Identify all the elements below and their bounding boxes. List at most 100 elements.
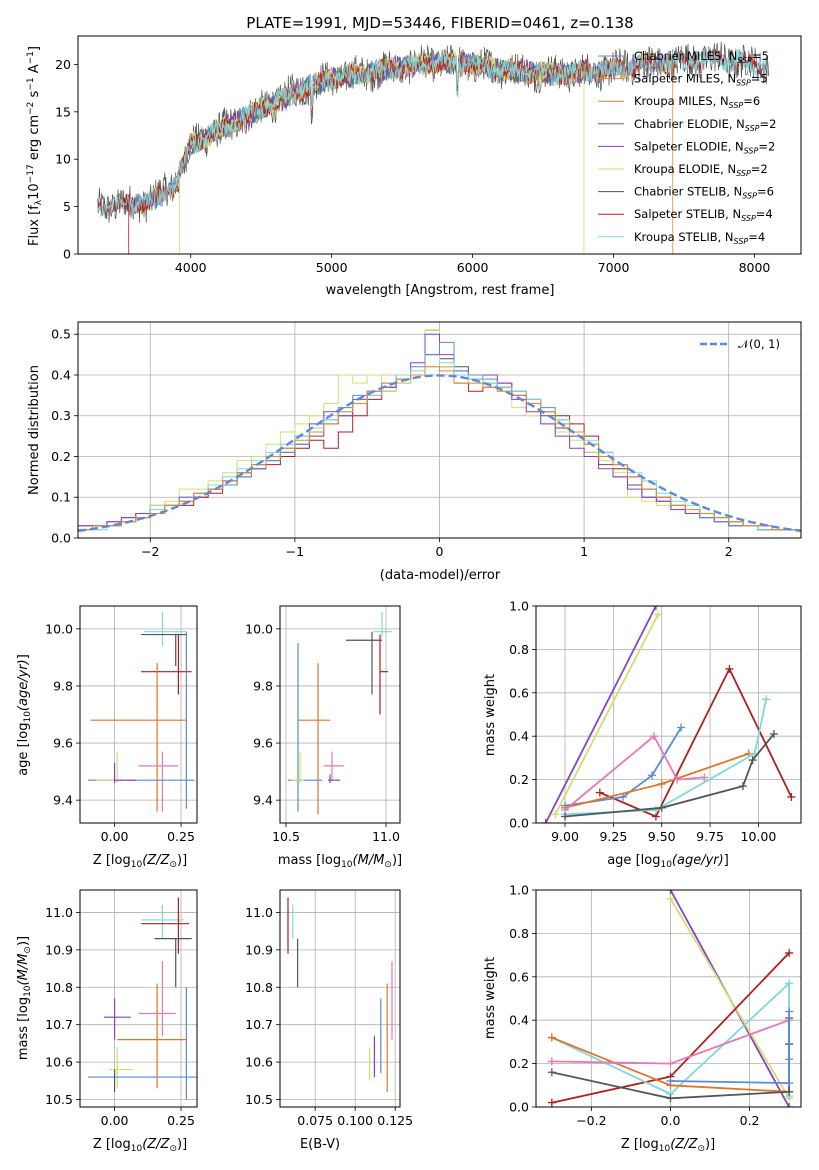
residuals-ylabel: Normed distribution	[27, 365, 42, 495]
y-tick-label: 5	[63, 199, 71, 214]
data-point-marker	[547, 1068, 556, 1077]
data-point-marker	[648, 771, 657, 780]
y-tick-label: 10.6	[45, 1055, 73, 1070]
massweight-series	[599, 666, 793, 818]
legend-val: =5	[752, 49, 769, 63]
axes-frame	[77, 321, 802, 539]
legend-text: Salpeter MILES, N	[634, 72, 736, 86]
legend-val: =6	[757, 185, 774, 199]
data-point-marker	[738, 782, 747, 791]
legend-val: =6	[743, 94, 760, 108]
x-tick-label: 0.100	[337, 1113, 373, 1128]
legend-text: Chabrier STELIB, N	[634, 185, 742, 199]
legend-sub: SSP	[736, 79, 751, 88]
residuals-xlabel: (data-model)/error	[380, 568, 501, 583]
legend-sub: SSP	[737, 56, 752, 65]
massweight-series	[670, 1011, 790, 1085]
data-point-marker	[651, 805, 660, 814]
legend-entry: Salpeter MILES, NSSP=5	[634, 72, 768, 88]
y-tick-label: 10	[55, 152, 71, 167]
data-point-marker	[561, 812, 570, 821]
x-tick-label: 0.25	[167, 829, 195, 844]
massweight-series	[564, 734, 705, 811]
y-tick-label: 10.9	[245, 942, 273, 957]
y-tick-label: 0.0	[509, 816, 529, 831]
legend-text: Salpeter STELIB, N	[634, 207, 741, 221]
x-tick-label: 0.125	[377, 1113, 413, 1128]
legend-text: Kroupa STELIB, N	[634, 230, 734, 244]
y-tick-label: 0.2	[509, 772, 529, 787]
y-tick-label: 0.6	[509, 969, 529, 984]
y-tick-label: 0.1	[51, 490, 71, 505]
x-tick-label: 0.25	[167, 1113, 195, 1128]
y-tick-label: 10.9	[45, 942, 73, 957]
plot-area	[97, 41, 769, 254]
data-point-marker	[785, 979, 794, 988]
data-point-marker	[547, 1057, 556, 1066]
legend-text: Chabrier MILES, N	[634, 49, 737, 63]
mass-vs-metallicity-panel: Z [log10(Z/Z⊙)] mass [log10(M/M⊙)] 0.00 0…	[16, 889, 198, 1154]
y-tick-label: 10.0	[245, 621, 273, 636]
legend-val: =2	[758, 139, 775, 153]
legend-entry: Salpeter ELODIE, NSSP=2	[634, 139, 775, 155]
data-point-marker	[785, 1007, 794, 1016]
data-point-marker	[785, 948, 794, 957]
legend-sub: SSP	[744, 146, 759, 155]
legend-entry: Chabrier ELODIE, NSSP=2	[634, 117, 776, 133]
legend-text: Chabrier ELODIE, N	[634, 117, 745, 131]
x-tick-label: 9.25	[599, 829, 627, 844]
x-tick-label: 0.075	[297, 1113, 333, 1128]
y-tick-label: 0.3	[51, 408, 71, 423]
massz-ylabel: mass [log10(M/M⊙)]	[16, 936, 33, 1060]
y-tick-label: 10.6	[245, 1055, 273, 1070]
y-tick-label: 15	[55, 104, 71, 119]
y-tick-label: 0.8	[509, 926, 529, 941]
x-tick-label: 9.50	[648, 829, 676, 844]
legend-text: Kroupa ELODIE, N	[634, 162, 736, 176]
y-tick-label: 10.7	[45, 1017, 73, 1032]
y-tick-label: 10.5	[45, 1092, 73, 1107]
x-tick-label: 9.00	[551, 829, 579, 844]
y-tick-label: 10.0	[45, 621, 73, 636]
legend-val: =2	[751, 162, 768, 176]
axes-frame	[79, 605, 198, 824]
data-point-marker	[653, 610, 662, 619]
data-point-marker	[677, 723, 686, 732]
legend-sub: SSP	[734, 237, 749, 246]
data-point-marker	[649, 732, 658, 741]
x-tick-label: −1	[286, 544, 304, 559]
x-tick-label: 10.5	[272, 829, 300, 844]
data-point-marker	[666, 890, 675, 894]
x-tick-label: 0.0	[661, 1113, 681, 1128]
plot-area	[78, 329, 801, 533]
data-point-marker	[541, 819, 550, 823]
spectrum-xlabel: wavelength [Angstrom, rest frame]	[326, 283, 555, 298]
massz-xlabel: Z [log10(Z/Z⊙)]	[93, 1137, 187, 1154]
massweight-series	[564, 752, 750, 809]
legend-entry: Kroupa STELIB, NSSP=4	[634, 230, 765, 246]
y-tick-label: 1.0	[509, 883, 529, 898]
legend-entry: Kroupa MILES, NSSP=6	[634, 94, 760, 110]
normal-curve	[78, 374, 801, 533]
y-tick-label: 9.4	[53, 793, 73, 808]
agez-ylabel: age [log10(age/yr)]	[16, 654, 33, 776]
mwage-ylabel: mass weight	[483, 674, 498, 756]
data-point-marker	[547, 1033, 556, 1042]
x-tick-label: −2	[141, 544, 159, 559]
mass-vs-ebv-panel: E(B-V) 0.075 0.100 0.125 10.5 10.6 10.7 10.8 10…	[245, 889, 413, 1152]
massweight-series	[669, 898, 790, 1099]
legend-val: =5	[751, 72, 768, 86]
x-tick-label: 0	[436, 544, 444, 559]
spectrum-series	[97, 48, 769, 217]
massebv-xlabel: E(B-V)	[300, 1137, 340, 1152]
y-tick-label: 10.8	[245, 980, 273, 995]
x-tick-label: 5000	[316, 260, 348, 275]
y-tick-label: 9.8	[253, 678, 273, 693]
data-point-marker	[666, 1059, 675, 1068]
legend-val: =2	[760, 117, 777, 131]
mwz-xlabel: Z [log10(Z/Z⊙)]	[621, 1137, 715, 1154]
legend-entry: Kroupa ELODIE, NSSP=2	[634, 162, 768, 178]
age-vs-metallicity-panel: Z [log10(Z/Z⊙)] age [log10(age/yr)] 0.00…	[16, 605, 198, 870]
data-point-marker	[787, 792, 796, 801]
legend-val: =4	[756, 207, 773, 221]
